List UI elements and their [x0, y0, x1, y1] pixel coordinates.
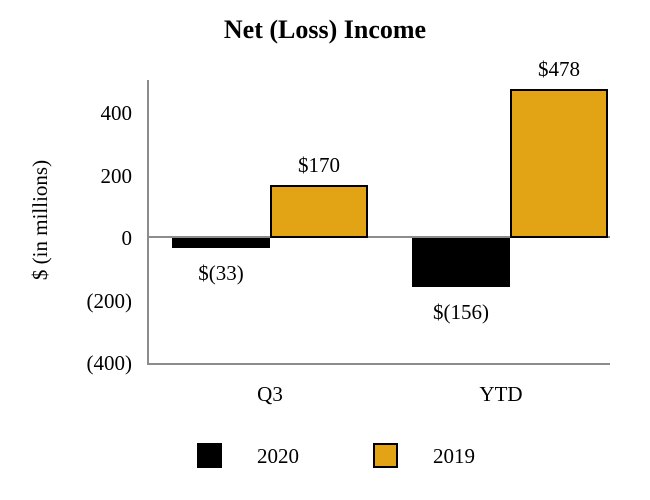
- data-label-2019-Q3: $170: [298, 153, 340, 177]
- x-axis-label-YTD: YTD: [479, 382, 523, 406]
- y-tick-label: 0: [121, 226, 133, 250]
- chart-title: Net (Loss) Income: [223, 15, 427, 44]
- data-label-2019-YTD: $478: [538, 57, 580, 81]
- bar-2019-YTD: [510, 89, 608, 238]
- data-label-2020-YTD: $(156): [433, 300, 489, 324]
- plot-area: $(33) $(156) $170 $478 Q3 YTD: [147, 58, 610, 405]
- y-tick-label: 400: [100, 101, 133, 125]
- legend-label-2020: 2020: [257, 444, 299, 468]
- zero-baseline: [149, 236, 610, 238]
- legend-label-2019: 2019: [433, 444, 475, 468]
- y-tick-label: (200): [86, 288, 133, 313]
- y-tick-label: (400): [86, 351, 133, 375]
- bar-2019-Q3: [270, 185, 368, 238]
- bar-2020-YTD: [412, 238, 510, 287]
- x-axis-label-Q3: Q3: [257, 382, 283, 406]
- bar-2020-Q3: [172, 238, 270, 248]
- legend-swatch-2019: [373, 443, 398, 468]
- y-tick-label: 200: [100, 163, 133, 188]
- data-label-2020-Q3: $(33): [198, 261, 244, 285]
- legend-swatch-2020: [197, 443, 222, 468]
- y-axis-title: $ (in millions): [28, 159, 52, 281]
